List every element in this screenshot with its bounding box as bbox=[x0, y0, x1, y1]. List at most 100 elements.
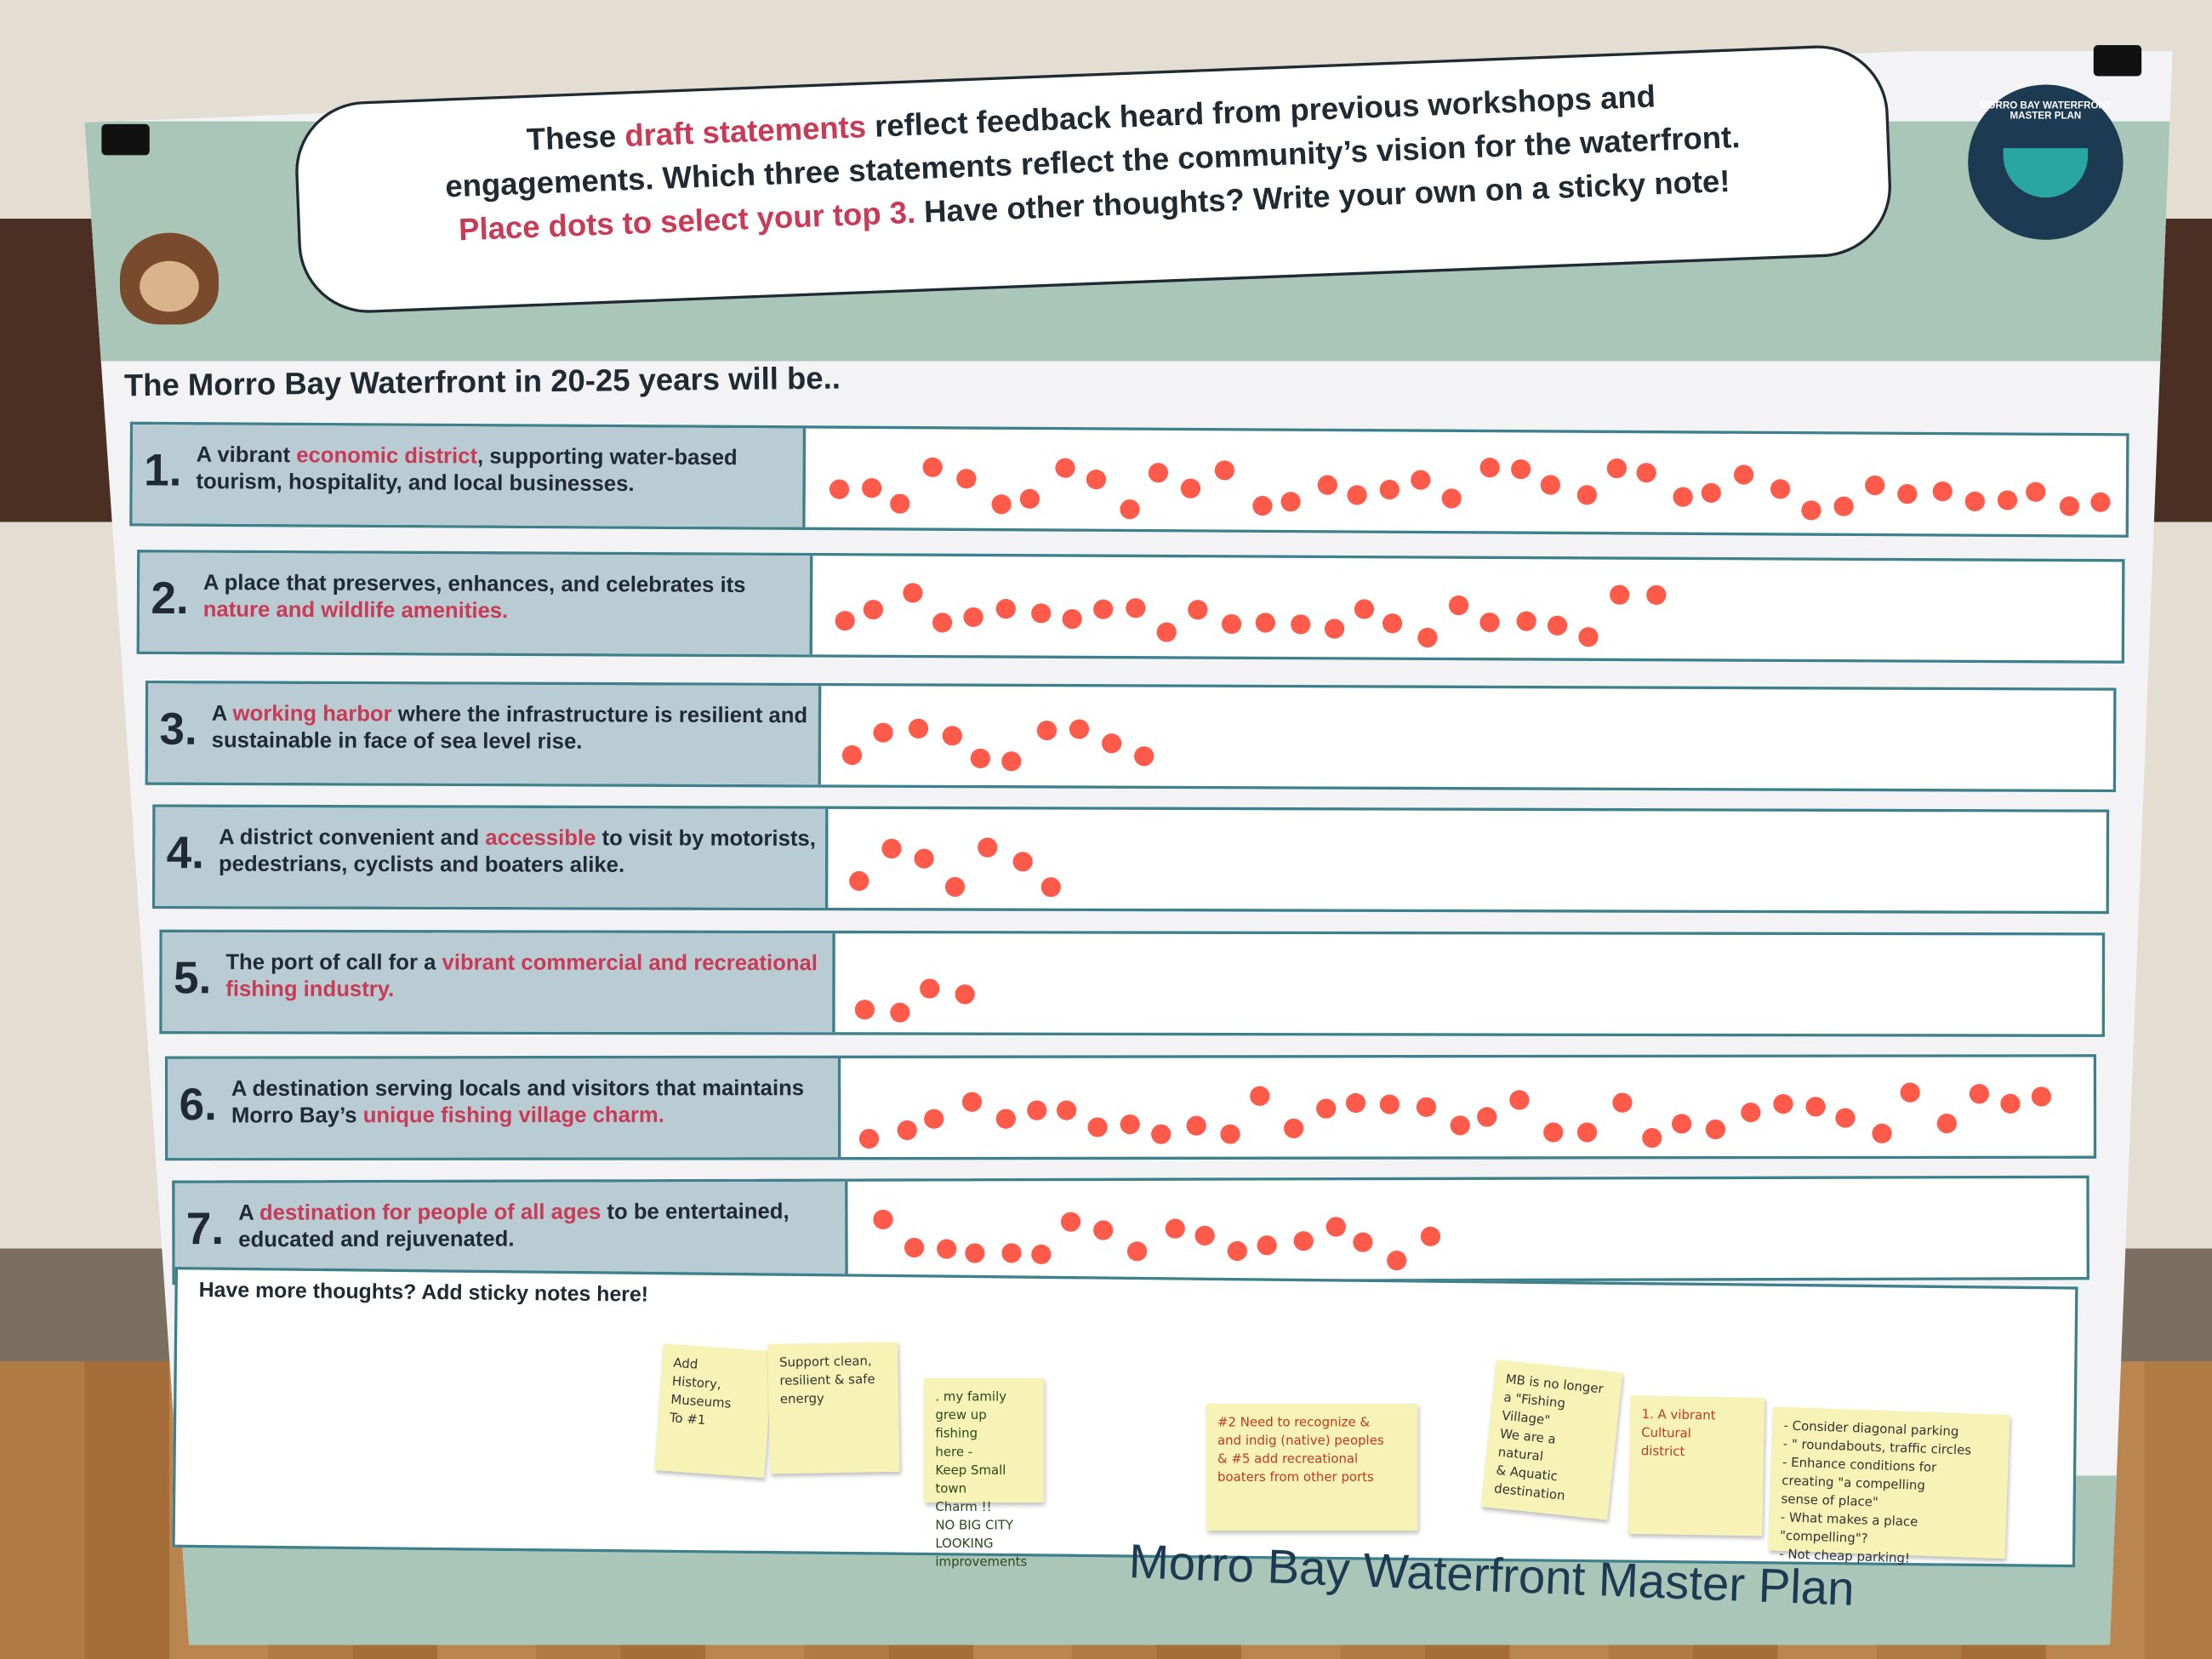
statement-number: 3. bbox=[159, 703, 197, 755]
vote-dot bbox=[864, 599, 884, 619]
vote-dot bbox=[1476, 1106, 1497, 1127]
statement-text: The port of call for a vibrant commercia… bbox=[225, 950, 818, 1002]
vote-dot bbox=[1086, 1117, 1108, 1138]
vote-dot bbox=[937, 1239, 957, 1259]
vote-dot bbox=[889, 493, 909, 515]
statement-number: 1. bbox=[144, 444, 182, 496]
vote-dot bbox=[1283, 1118, 1304, 1138]
vote-dot bbox=[1417, 1097, 1437, 1117]
statement-row: 7. A destination for people of all ages … bbox=[172, 1175, 2089, 1286]
vote-dot bbox=[1061, 1211, 1081, 1232]
vote-dot bbox=[904, 1237, 925, 1257]
vote-dot bbox=[1509, 1089, 1530, 1110]
section-heading: The Morro Bay Waterfront in 20-25 years … bbox=[123, 360, 841, 403]
sticky-note: Add History, Museums To #1 bbox=[654, 1343, 773, 1479]
vote-dot bbox=[1936, 1113, 1957, 1133]
master-plan-logo: MORRO BAY WATERFRONT MASTER PLAN bbox=[1968, 84, 2124, 240]
vote-dot bbox=[1417, 628, 1437, 648]
vote-dot bbox=[962, 1092, 983, 1113]
vote-dot bbox=[956, 468, 977, 488]
vote-dot bbox=[1345, 1093, 1366, 1114]
vote-dot bbox=[1057, 1100, 1077, 1121]
vote-dot bbox=[1864, 476, 1885, 496]
vote-dot bbox=[1672, 487, 1693, 508]
statement-row: 4. A district convenient and accessible … bbox=[151, 804, 2110, 915]
vote-dot bbox=[2025, 482, 2046, 503]
vote-dot bbox=[1194, 1225, 1215, 1246]
vote-dot bbox=[902, 582, 922, 603]
statement-row: 5. The port of call for a vibrant commer… bbox=[159, 929, 2106, 1037]
vote-dot bbox=[1127, 1240, 1148, 1261]
vote-dot bbox=[1479, 613, 1500, 633]
vote-dot bbox=[1671, 1114, 1691, 1134]
binder-clip-icon bbox=[2093, 45, 2142, 77]
vote-dot bbox=[1280, 492, 1301, 512]
vote-dot bbox=[1411, 470, 1431, 491]
vote-dot bbox=[829, 480, 849, 500]
vote-dot bbox=[1969, 1083, 1989, 1104]
statement-number: 5. bbox=[173, 952, 212, 1003]
vote-dot bbox=[1133, 745, 1154, 767]
vote-dot bbox=[1353, 1232, 1373, 1252]
statement-label: 5. The port of call for a vibrant commer… bbox=[162, 932, 835, 1033]
vote-dot bbox=[1036, 721, 1058, 741]
vote-dot bbox=[1324, 619, 1344, 639]
vote-dot bbox=[1646, 585, 1667, 606]
vote-dot bbox=[1576, 485, 1597, 506]
statement-text: A destination for people of all ages to … bbox=[238, 1200, 790, 1252]
vote-dot bbox=[2060, 497, 2080, 517]
vote-dot bbox=[1151, 1123, 1172, 1144]
vote-dot bbox=[1448, 595, 1469, 615]
vote-dot bbox=[920, 978, 940, 999]
vote-dot bbox=[1018, 488, 1040, 509]
vote-dot bbox=[1093, 1219, 1114, 1240]
vote-dot bbox=[1326, 1216, 1347, 1236]
vote-dot bbox=[1741, 1103, 1761, 1123]
vote-dot bbox=[2000, 1094, 2021, 1115]
vote-dot bbox=[1379, 480, 1400, 500]
vote-dot bbox=[1002, 1243, 1023, 1264]
vote-dot bbox=[1705, 1120, 1725, 1140]
vote-dot bbox=[1479, 458, 1500, 478]
vote-dot bbox=[991, 494, 1012, 515]
vote-dot bbox=[1636, 462, 1657, 483]
vote-dot bbox=[1997, 491, 2017, 511]
vote-dot bbox=[1896, 483, 1917, 504]
vote-dot bbox=[873, 722, 893, 743]
vote-dot bbox=[1577, 1123, 1598, 1143]
statement-number: 4. bbox=[166, 827, 205, 878]
vote-dot bbox=[943, 725, 963, 746]
notes-title: Have more thoughts? Add sticky notes her… bbox=[198, 1278, 649, 1308]
vote-dot bbox=[859, 1128, 880, 1149]
vote-dot bbox=[962, 607, 983, 627]
sticky-note: Support clean, resilient & safe energy bbox=[767, 1342, 900, 1474]
statement-row: 1. A vibrant economic district, supporti… bbox=[129, 421, 2129, 538]
vote-dot bbox=[1836, 1108, 1856, 1128]
sticky-note: MB is no longer a "Fishing Village" We a… bbox=[1480, 1359, 1623, 1520]
vote-dot bbox=[1031, 1245, 1052, 1265]
vote-dot bbox=[1641, 1127, 1662, 1148]
vote-dot bbox=[1900, 1083, 1920, 1103]
statement-text: A place that preserves, enhances, and ce… bbox=[202, 571, 746, 624]
statement-number: 2. bbox=[151, 572, 189, 624]
sticky-note: . my family grew up fishing here - Keep … bbox=[924, 1378, 1045, 1571]
intro-highlight: draft statements bbox=[624, 108, 867, 154]
vote-dot bbox=[977, 837, 998, 858]
statement-row: 6. A destination serving locals and visi… bbox=[164, 1054, 2097, 1161]
vote-dot bbox=[1516, 612, 1536, 632]
vote-dot bbox=[1770, 479, 1791, 499]
vote-dot bbox=[2089, 493, 2111, 513]
vote-dot bbox=[1257, 1235, 1277, 1256]
binder-clip-icon bbox=[101, 123, 150, 156]
statement-text: A destination serving locals and visitor… bbox=[231, 1076, 805, 1129]
statement-text: A working harbor where the infrastructur… bbox=[211, 702, 808, 755]
vote-dot bbox=[924, 1109, 944, 1130]
vote-dot bbox=[954, 984, 975, 1005]
vote-dot bbox=[1700, 482, 1721, 503]
vote-dot bbox=[1249, 1086, 1269, 1107]
vote-dot bbox=[1156, 621, 1177, 641]
vote-dot bbox=[995, 1109, 1016, 1130]
statement-label: 6. A destination serving locals and visi… bbox=[168, 1058, 841, 1158]
sticky-note: - Consider diagonal parking - " roundabo… bbox=[1768, 1406, 2010, 1567]
sticky-note: 1. A vibrant Cultural district bbox=[1628, 1395, 1765, 1536]
